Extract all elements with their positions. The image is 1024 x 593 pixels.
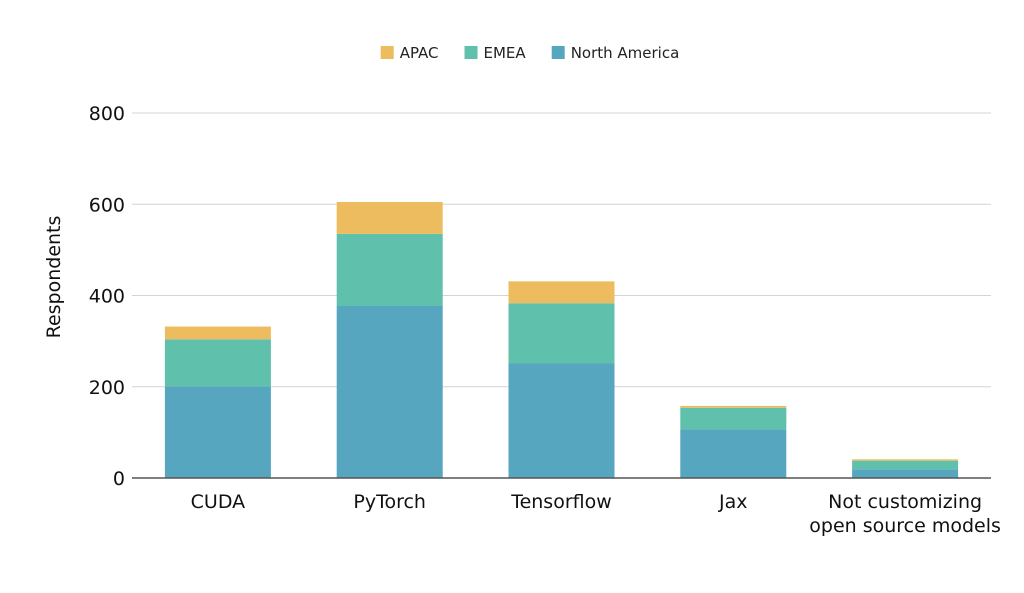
bar-segment-north-america: [164, 386, 271, 478]
x-axis-labels: CUDA PyTorch Tensorflow Jax Not customizingo…: [191, 491, 1001, 537]
y-tick-label: 600: [89, 194, 125, 216]
x-tick-label: CUDA: [191, 491, 245, 513]
legend-swatch: [380, 46, 394, 59]
bar-segment-emea: [680, 407, 787, 430]
bar-segment-emea: [336, 233, 443, 306]
legend-label: North America: [571, 44, 680, 62]
y-axis-title: Respondents: [43, 216, 65, 339]
bar-segment-apac: [680, 405, 787, 408]
y-axis-ticks: 0 200 400 600 800: [89, 103, 125, 490]
x-tick-label: Tensorflow: [510, 491, 612, 513]
bar-segment-north-america: [336, 305, 443, 478]
bar-segment-emea: [164, 339, 271, 387]
bar-segment-apac: [508, 281, 615, 304]
x-tick-label: PyTorch: [353, 491, 426, 513]
bar-segment-emea: [852, 460, 959, 470]
legend-label: EMEA: [484, 44, 527, 62]
legend-swatch: [464, 46, 478, 59]
bars: [164, 201, 959, 478]
bar-segment-apac: [336, 201, 443, 234]
bar-segment-apac: [852, 459, 959, 461]
legend-label: APAC: [400, 44, 439, 62]
bar-segment-north-america: [852, 469, 959, 478]
x-tick-label: open source models: [809, 515, 1001, 537]
legend: APAC EMEA North America: [380, 44, 680, 62]
y-tick-label: 200: [89, 377, 125, 399]
bar-segment-emea: [508, 303, 615, 364]
y-tick-label: 800: [89, 103, 125, 125]
y-tick-label: 400: [89, 286, 125, 308]
bar-segment-north-america: [508, 363, 615, 478]
x-tick-label: Jax: [718, 491, 748, 513]
bar-segment-north-america: [680, 429, 787, 478]
legend-swatch: [551, 46, 565, 59]
y-tick-label: 0: [113, 468, 125, 490]
bar-segment-apac: [164, 326, 271, 340]
x-tick-label: Not customizing: [828, 491, 982, 513]
